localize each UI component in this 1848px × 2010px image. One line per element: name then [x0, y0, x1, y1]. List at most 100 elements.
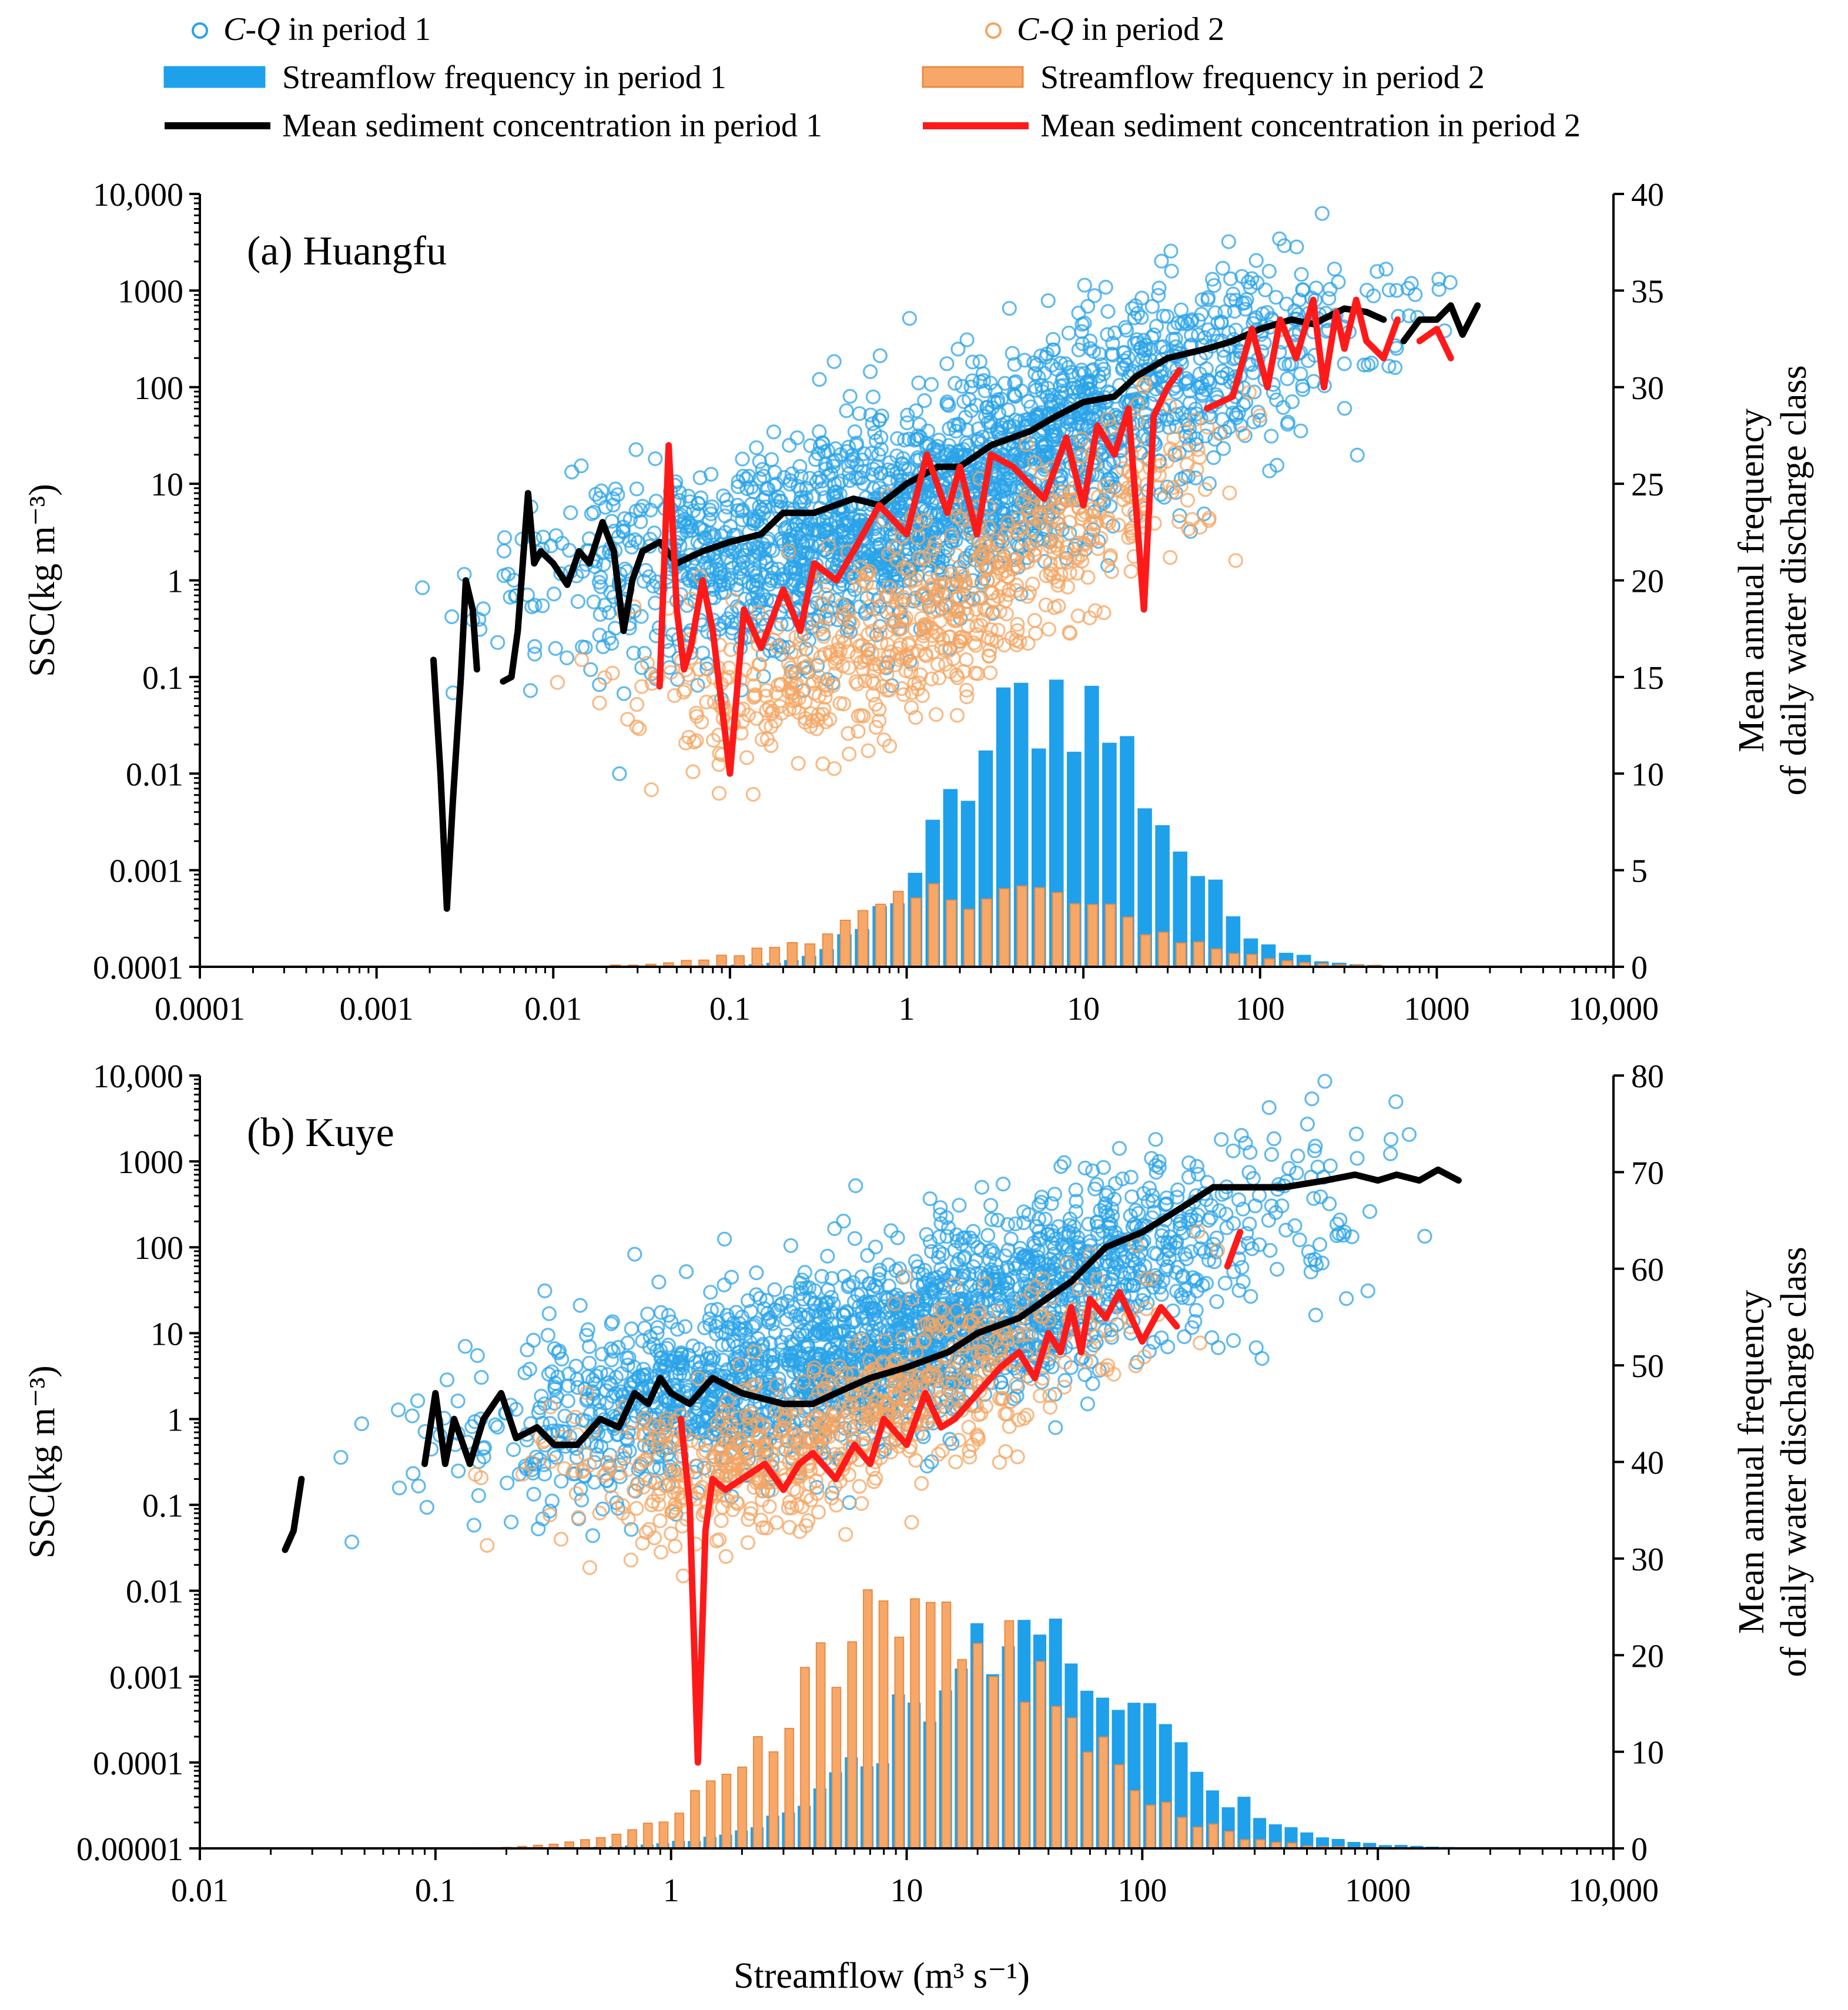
scatter-point-period1: [1164, 263, 1179, 279]
scatter-point-period1: [678, 1264, 694, 1279]
scatter-point-period2: [1027, 455, 1042, 470]
scatter-point-period2: [1070, 565, 1085, 581]
scatter-point-period1: [1016, 1215, 1032, 1231]
scatter-point-period1: [758, 490, 774, 505]
scatter-point-period1: [836, 1214, 851, 1229]
scatter-point-period2: [1235, 426, 1251, 441]
scatter-point-period2: [879, 624, 895, 639]
scatter-point-period1: [742, 511, 758, 527]
scatter-point-period2: [754, 732, 770, 747]
scatter-point-period2: [1077, 537, 1092, 552]
scatter-point-period2: [904, 656, 919, 672]
scatter-point-period1: [597, 598, 612, 613]
scatter-point-period1: [1044, 357, 1059, 373]
hist-bar-period2: [595, 1837, 606, 1849]
scatter-point-period2: [1162, 398, 1177, 414]
scatter-point-period1: [1417, 1228, 1432, 1244]
scatter-point-period2: [792, 636, 808, 651]
scatter-point-period2: [1009, 637, 1025, 652]
x-tick-label: 100: [1236, 991, 1285, 1027]
scatter-point-period2: [1100, 411, 1116, 427]
scatter-point-period1: [911, 375, 926, 391]
scatter-point-period1: [1400, 281, 1415, 296]
scatter-point-period1: [1057, 1373, 1073, 1388]
scatter-point-period1: [1104, 346, 1120, 361]
scatter-point-period2: [959, 689, 975, 705]
scatter-point-period2: [860, 641, 875, 657]
scatter-point-period1: [931, 433, 947, 448]
scatter-point-period1: [1300, 1116, 1315, 1132]
legend-label-text: Mean sediment concentration in period 2: [1040, 108, 1581, 144]
scatter-point-period1: [828, 512, 843, 528]
scatter-point-period1: [977, 1270, 992, 1285]
hist-bar-period2: [1020, 1701, 1030, 1850]
scatter-point-period1: [767, 1282, 782, 1297]
scatter-point-period1: [1389, 283, 1404, 298]
scatter-point-period1: [890, 1230, 905, 1245]
scatter-point-period2: [944, 528, 959, 543]
scatter-point-period1: [1166, 320, 1181, 336]
scatter-point-period1: [819, 530, 834, 545]
scatter-point-period1: [1040, 445, 1056, 460]
scatter-point-period1: [1082, 341, 1098, 356]
scatter-point-period1: [1240, 274, 1256, 290]
scatter-point-period2: [841, 660, 856, 675]
scatter-point-period2: [864, 673, 880, 689]
scatter-point-period1: [1107, 1191, 1122, 1207]
scatter-point-period1: [751, 541, 766, 556]
scatter-point-period1: [759, 481, 775, 496]
scatter-point-period2: [806, 674, 821, 689]
x-tick-label: 1000: [1404, 991, 1469, 1027]
scatter-point-period1: [1301, 353, 1316, 369]
scatter-point-period1: [584, 506, 600, 521]
scatter-point-period2: [1017, 532, 1033, 548]
hist-bar-period2: [878, 1600, 889, 1849]
scatter-point-period1: [415, 580, 430, 595]
scatter-point-period1: [942, 421, 957, 437]
scatter-point-period2: [759, 682, 774, 698]
scatter-point-period2: [903, 700, 919, 715]
hist-bar-period2: [769, 947, 781, 968]
hist-bar-period2: [768, 1751, 779, 1849]
scatter-point-period1: [881, 462, 896, 477]
scatter-point-period1: [823, 466, 839, 481]
scatter-point-period2: [946, 651, 961, 666]
scatter-point-period1: [940, 542, 955, 558]
scatter-point-period2: [911, 675, 926, 691]
scatter-point-period1: [873, 548, 889, 564]
scatter-point-period1: [983, 1198, 999, 1213]
mean-line-period2: [1203, 296, 1401, 412]
scatter-point-period1: [782, 477, 798, 492]
legend-item-freq1: Streamflow frequency in period 1: [163, 59, 727, 96]
legend-item-mean2: Mean sediment concentration in period 2: [923, 108, 1581, 144]
scatter-point-period2: [815, 619, 831, 634]
scatter-point-period1: [761, 1403, 777, 1418]
scatter-point-period2: [996, 637, 1012, 653]
hist-bar-period2: [1157, 932, 1169, 967]
scatter-point-period2: [1137, 376, 1153, 391]
scatter-point-period2: [996, 552, 1012, 567]
hist-bar-period2: [1264, 958, 1275, 967]
scatter-point-period1: [648, 451, 663, 467]
scatter-point-period1: [1295, 282, 1310, 297]
scatter-point-period2: [986, 593, 1002, 608]
scatter-point-period1: [915, 1426, 930, 1441]
scatter-point-period2: [678, 735, 694, 751]
scatter-point-period1: [532, 1400, 548, 1415]
scatter-point-period1: [1206, 278, 1222, 293]
scatter-point-period2: [1053, 567, 1069, 582]
scatter-point-period1: [1009, 441, 1025, 457]
hist-bar-period2: [875, 903, 886, 968]
scatter-point-period1: [941, 398, 956, 413]
hist-bar-period2: [894, 1636, 905, 1850]
panel-huangfu: 0.0001 0.001 0.01 0.1 1 10 100 1000 10,0000.0001…: [22, 177, 1814, 1027]
scatter-point-period1: [872, 413, 887, 428]
scatter-point-period1: [1223, 271, 1238, 286]
scatter-point-period1: [1337, 401, 1352, 416]
scatter-point-period1: [643, 503, 658, 518]
scatter-point-period1: [1170, 1182, 1186, 1198]
scatter-point-period1: [893, 480, 909, 495]
scatter-point-period2: [949, 547, 964, 563]
scatter-point-period1: [540, 1328, 555, 1343]
scatter-point-period2: [978, 535, 994, 550]
